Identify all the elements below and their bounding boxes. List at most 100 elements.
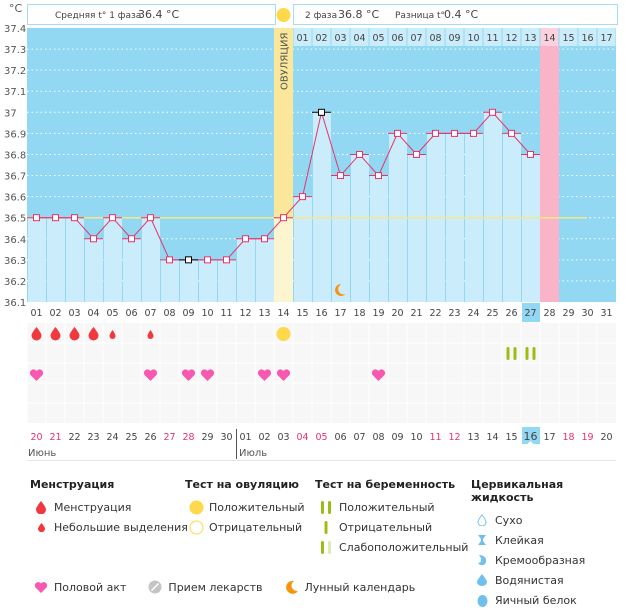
cycle-day-label: 27	[524, 308, 536, 319]
calendar-date-label: 20	[30, 432, 42, 443]
legend-item: Небольшие выделения	[30, 520, 188, 534]
temperature-point	[147, 214, 154, 222]
temperature-bar	[199, 259, 217, 302]
legend-menstruation: Менструация Менструация Небольшие выделе…	[30, 478, 188, 540]
legend-label: Клейкая	[495, 533, 544, 547]
y-tick-label: 36.4	[4, 235, 26, 246]
phase2-day-label: 06	[391, 33, 403, 44]
legend-label: Лунный календарь	[304, 580, 416, 594]
cycle-day-label: 05	[106, 308, 118, 319]
phase2-day-cell	[597, 28, 616, 46]
y-tick-label: 37.2	[4, 66, 26, 77]
moon-icon	[335, 283, 346, 296]
temperature-point	[394, 129, 401, 137]
cycle-day-label: 04	[87, 308, 99, 319]
phase1-label: Средняя t° 1 фаза	[55, 11, 141, 21]
temperature-point	[432, 129, 439, 137]
calendar-date-label: 10	[410, 432, 422, 443]
legend-item: Менструация	[30, 500, 188, 514]
legend-item: Слабоположительный	[315, 540, 468, 554]
phase2-day-cell	[502, 28, 521, 46]
blood-drop-icon	[30, 500, 52, 514]
calendar-date-label: 17	[543, 432, 555, 443]
heart-icon	[29, 369, 44, 381]
calendar-date-label: 05	[315, 432, 327, 443]
temperature-point	[33, 214, 40, 222]
temperature-point	[52, 214, 59, 222]
calendar-date-label: 20	[600, 432, 612, 443]
legend-item: Половой акт	[30, 580, 126, 594]
pregnancy-test-line	[513, 347, 517, 360]
legend-label: Половой акт	[54, 580, 127, 594]
moon-icon	[281, 580, 303, 594]
calendar-date-label: 09	[391, 432, 403, 443]
ovulation-sun-icon	[276, 8, 291, 22]
temperature-bar	[484, 112, 502, 302]
y-tick-label: 37.3	[4, 45, 26, 56]
temperature-point	[470, 129, 477, 137]
temperature-point	[356, 150, 363, 158]
cycle-day-label: 21	[410, 308, 422, 319]
calendar-date-label: 07	[353, 432, 365, 443]
two-lines-icon	[315, 500, 337, 514]
phase2-day-cell	[426, 28, 445, 46]
cycle-day-label: 24	[467, 308, 479, 319]
temperature-point	[451, 129, 458, 137]
sun-filled-icon	[185, 500, 207, 515]
temperature-bar	[313, 112, 331, 302]
legend-label: Отрицательный	[339, 520, 433, 534]
calendar-date-label: 24	[106, 432, 118, 443]
temperature-point	[223, 256, 230, 264]
cycle-day-label: 17	[334, 308, 346, 319]
phase2-day-cell	[521, 28, 540, 46]
calendar-date-label: 19	[581, 432, 593, 443]
phase1-value: 36.4 °C	[138, 8, 179, 21]
cycle-day-label: 14	[277, 308, 289, 319]
phase2-day-label: 07	[410, 33, 422, 44]
heart-icon	[200, 369, 215, 381]
creamy-icon	[471, 554, 493, 566]
heart-icon	[257, 369, 272, 381]
cycle-day-label: 25	[486, 308, 498, 319]
small-blood-drop-icon	[109, 330, 116, 339]
month-label: Июль	[239, 448, 267, 459]
calendar-date-label: 14	[486, 432, 498, 443]
legend-pregnancy-test: Тест на беременность Положительный Отриц…	[315, 478, 468, 560]
phase2-value: 36.8 °C	[338, 8, 379, 21]
temperature-point	[375, 172, 382, 180]
phase2-day-label: 16	[581, 33, 593, 44]
temperature-point	[489, 108, 496, 116]
y-tick-label: 37.4	[4, 24, 26, 35]
temperature-point	[337, 172, 344, 180]
phase2-label: 2 фаза	[305, 11, 337, 21]
y-tick-label: 36.7	[4, 172, 26, 183]
y-tick-label: 37	[4, 108, 17, 119]
legend-item: Отрицательный	[315, 520, 468, 534]
cycle-day-label: 12	[239, 308, 251, 319]
cycle-day-label: 19	[372, 308, 384, 319]
calendar-date-label: 25	[125, 432, 137, 443]
phase2-day-label: 11	[486, 33, 498, 44]
heart-icon	[143, 369, 158, 381]
sticky-icon	[471, 534, 493, 546]
cycle-day-label: 18	[353, 308, 365, 319]
heart-icon	[371, 369, 386, 381]
temperature-point	[128, 235, 135, 243]
legend-label: Прием лекарств	[168, 580, 263, 594]
temperature-bar	[28, 217, 46, 302]
calendar-date-label: 11	[429, 432, 441, 443]
legend-item: Сухо	[471, 513, 626, 527]
y-tick-label: 37.1	[4, 87, 26, 98]
calendar-date-label: 18	[562, 432, 574, 443]
legend-label: Небольшие выделения	[54, 520, 188, 534]
cycle-day-label: 07	[144, 308, 156, 319]
calendar-date-label: 28	[182, 432, 194, 443]
y-tick-label: 36.1	[4, 298, 26, 309]
temperature-point	[109, 214, 116, 222]
legend-label: Сухо	[495, 513, 523, 527]
y-tick-label: 36.3	[4, 256, 26, 267]
calendar-date-label: 12	[448, 432, 460, 443]
temperature-bar	[47, 217, 65, 302]
phase2-day-cell	[464, 28, 483, 46]
